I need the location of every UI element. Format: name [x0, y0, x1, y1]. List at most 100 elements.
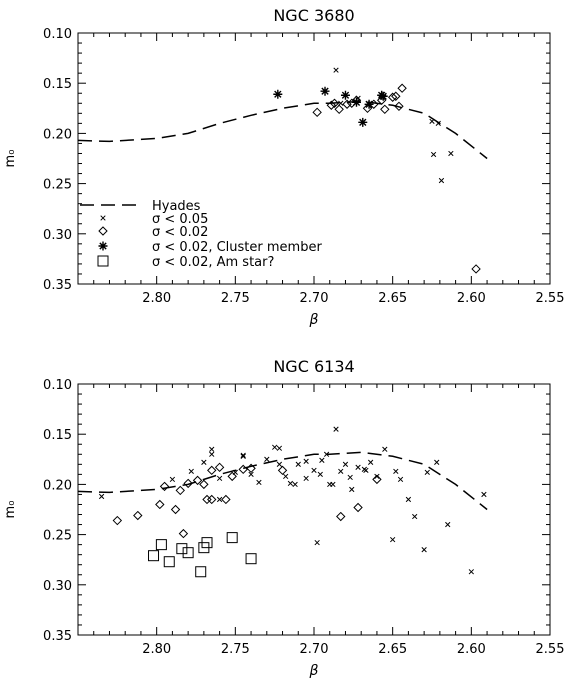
legend-label: σ < 0.02, Am star?: [152, 255, 274, 270]
chart-title: NGC 3680: [273, 6, 354, 25]
square-point: [148, 550, 160, 562]
legend-diamond-marker: [98, 226, 108, 236]
legend-x-marker: [100, 215, 106, 221]
diamond-point: [372, 474, 382, 485]
diamond-point: [336, 511, 346, 522]
panel-1: NGC 3680 2.80 2.75 2.70 2.65 2.60 2.55 0.10 0.15…: [3, 6, 564, 328]
y-tick-label: 0.35: [43, 278, 72, 293]
legend-label: σ < 0.02, Cluster member: [152, 240, 322, 255]
diamond-point: [199, 479, 209, 490]
x-point: [317, 471, 323, 478]
x-point: [323, 451, 330, 457]
legend-asterisk-marker: [98, 241, 108, 251]
diamond-point: [353, 502, 363, 513]
x-axis-label: β: [309, 663, 319, 679]
x-point: [468, 569, 474, 575]
legend-label: σ < 0.02: [152, 225, 208, 240]
x-point: [430, 151, 437, 158]
square-point: [176, 543, 188, 555]
x-tick-label: 2.70: [300, 291, 329, 306]
x-tick-label: 2.60: [457, 291, 486, 306]
x-point: [272, 444, 278, 450]
asterisk-point: [358, 117, 368, 127]
diamond-point: [227, 471, 237, 482]
diamond-point: [112, 515, 123, 526]
y-axis-label: m₀: [3, 501, 18, 519]
x-point: [319, 457, 325, 463]
diamond-point: [471, 264, 481, 274]
y-tick-label: 0.25: [43, 529, 72, 544]
x-tick-label: 2.60: [457, 642, 486, 657]
x-point: [347, 474, 353, 481]
x-point: [338, 468, 344, 475]
x-point: [429, 118, 435, 125]
x-point: [314, 539, 320, 546]
chart-title: NGC 6134: [273, 357, 354, 376]
x-point: [367, 459, 374, 465]
diamond-point: [277, 465, 288, 476]
diamond-point: [387, 92, 398, 102]
square-point: [155, 539, 167, 551]
x-point: [397, 476, 404, 483]
x-point: [435, 120, 441, 127]
square-point: [245, 553, 257, 565]
legend-label: σ < 0.05: [152, 212, 208, 227]
x-point: [169, 476, 176, 483]
diamond-point: [175, 485, 185, 496]
x-point: [405, 496, 412, 503]
legend-label: Hyades: [152, 199, 201, 214]
x-point: [342, 461, 349, 467]
diamond-point: [391, 91, 401, 101]
x-point: [209, 451, 215, 457]
x-point: [355, 464, 361, 470]
x-tick-label: 2.55: [536, 642, 565, 657]
y-tick-label: 0.15: [43, 428, 72, 443]
y-tick-label: 0.20: [43, 127, 72, 142]
diamond-point: [334, 104, 344, 115]
x-point: [390, 536, 396, 543]
x-tick-label: 2.65: [378, 291, 407, 306]
x-tick-label: 2.80: [142, 642, 171, 657]
x-point: [333, 67, 339, 73]
x-point: [303, 458, 309, 464]
plot-area: [78, 426, 488, 578]
y-tick-label: 0.30: [43, 579, 72, 594]
x-point: [434, 459, 440, 465]
x-point: [276, 461, 283, 467]
x-tick-label: 2.55: [536, 291, 565, 306]
x-point: [349, 486, 355, 493]
x-tick-label: 2.80: [142, 291, 171, 306]
x-tick-label: 2.65: [378, 642, 407, 657]
x-point: [283, 473, 289, 480]
x-point: [393, 468, 399, 475]
diamond-point: [207, 465, 217, 476]
x-point: [287, 480, 294, 487]
diamond-point: [380, 104, 390, 115]
x-point: [292, 481, 298, 488]
diamond-point: [183, 478, 193, 489]
diamond-point: [329, 98, 340, 108]
y-tick-label: 0.10: [43, 378, 72, 393]
diamond-point: [362, 103, 373, 114]
plot-frame: [77, 383, 551, 636]
square-point: [226, 532, 238, 544]
y-tick-label: 0.10: [43, 27, 72, 42]
asterisk-point: [320, 86, 330, 96]
diamond-point: [214, 462, 225, 473]
diamond-point: [326, 100, 337, 110]
y-tick-label: 0.30: [43, 228, 72, 243]
diamond-point: [207, 494, 217, 505]
hyades-curve: [78, 451, 488, 511]
x-point: [330, 481, 336, 488]
x-point: [209, 446, 215, 452]
y-tick-label: 0.20: [43, 478, 72, 493]
x-point: [188, 468, 194, 475]
diamond-point: [312, 107, 322, 118]
diamond-point: [376, 95, 387, 105]
x-point: [412, 513, 418, 520]
hyades-curve: [78, 100, 488, 160]
x-point: [276, 445, 283, 451]
x-axis-label: β: [309, 312, 319, 328]
x-point: [448, 150, 454, 157]
